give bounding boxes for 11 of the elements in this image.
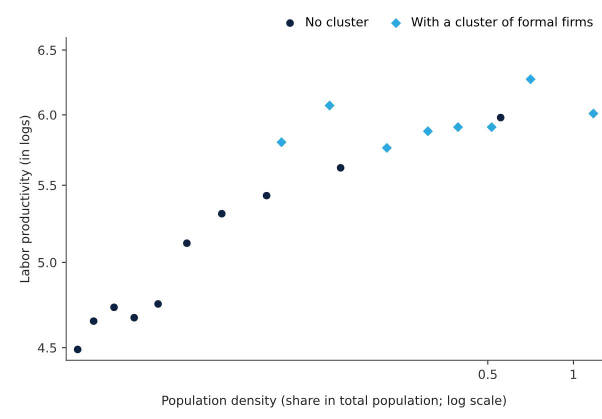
y-tick-label: 6.0 (38, 110, 56, 120)
y-tick-label: 5.0 (38, 258, 56, 268)
legend-label: With a cluster of formal firms (411, 16, 593, 27)
y-tick-label: 6.5 (38, 46, 56, 55)
y-tick-label: 5.5 (38, 180, 56, 190)
y-tick-label: 4.5 (38, 343, 56, 353)
y-axis-title: Labor productivity (in logs) (20, 116, 32, 282)
legend-label: No cluster (306, 16, 369, 27)
x-tick-label: 0.5 (478, 370, 497, 380)
x-tick-label: 1 (570, 370, 576, 379)
x-axis-title: Population density (share in total population; log scale) (162, 395, 506, 408)
